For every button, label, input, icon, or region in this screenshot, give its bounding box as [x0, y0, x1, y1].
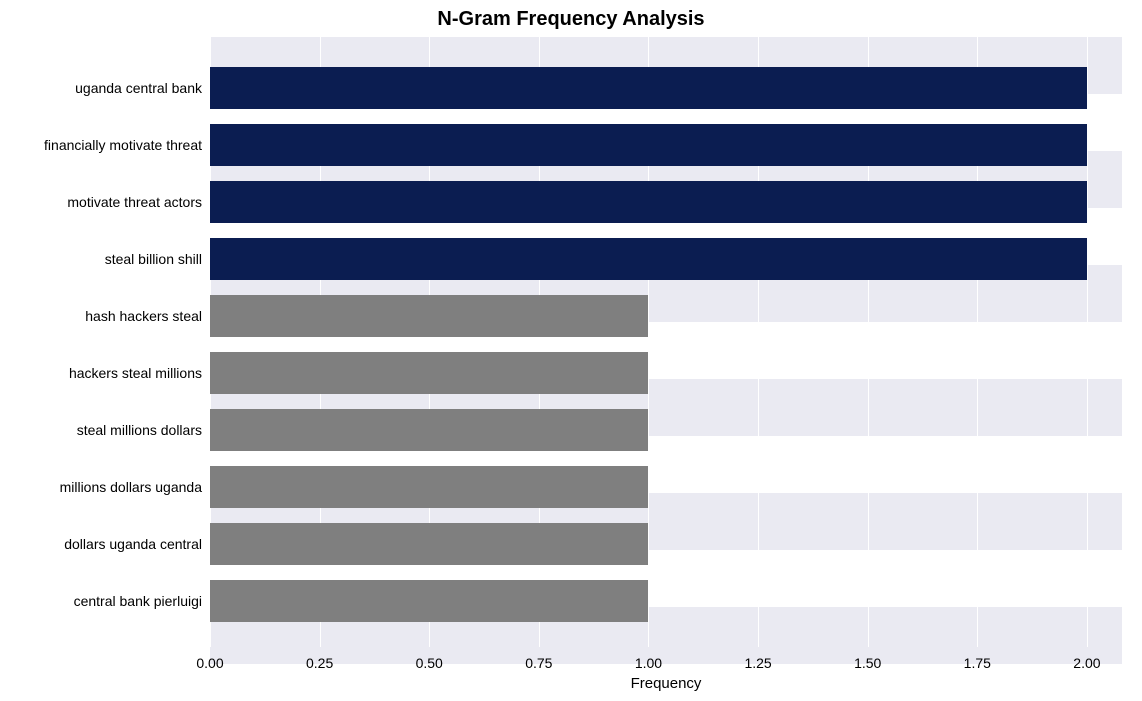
- ngram-chart: N-Gram Frequency Analysis uganda central…: [0, 0, 1142, 701]
- y-tick-label: financially motivate threat: [44, 137, 210, 153]
- y-tick-label: hash hackers steal: [85, 308, 210, 324]
- bar: [210, 466, 648, 508]
- x-tick-label: 0.75: [525, 647, 552, 671]
- gridline: [1087, 37, 1088, 647]
- bar: [210, 580, 648, 622]
- y-tick-label: dollars uganda central: [64, 536, 210, 552]
- x-tick-label: 1.75: [964, 647, 991, 671]
- x-tick-label: 0.00: [196, 647, 223, 671]
- bar: [210, 409, 648, 451]
- bar: [210, 523, 648, 565]
- y-tick-label: steal billion shill: [105, 251, 210, 267]
- x-tick-label: 1.50: [854, 647, 881, 671]
- bar: [210, 124, 1087, 166]
- chart-title: N-Gram Frequency Analysis: [10, 8, 1132, 31]
- x-tick-label: 0.25: [306, 647, 333, 671]
- x-tick-label: 0.50: [416, 647, 443, 671]
- plot-area: uganda central bankfinancially motivate …: [210, 37, 1122, 647]
- bar: [210, 238, 1087, 280]
- y-tick-label: motivate threat actors: [67, 194, 210, 210]
- x-tick-label: 1.25: [744, 647, 771, 671]
- y-tick-label: steal millions dollars: [77, 422, 210, 438]
- bar: [210, 352, 648, 394]
- plot-inner: uganda central bankfinancially motivate …: [210, 37, 1122, 647]
- bar: [210, 67, 1087, 109]
- y-tick-label: millions dollars uganda: [60, 479, 210, 495]
- x-tick-label: 2.00: [1073, 647, 1100, 671]
- y-tick-label: hackers steal millions: [69, 365, 210, 381]
- x-axis-label: Frequency: [631, 647, 702, 692]
- y-tick-label: uganda central bank: [75, 80, 210, 96]
- y-tick-label: central bank pierluigi: [74, 593, 210, 609]
- bar: [210, 295, 648, 337]
- bar: [210, 181, 1087, 223]
